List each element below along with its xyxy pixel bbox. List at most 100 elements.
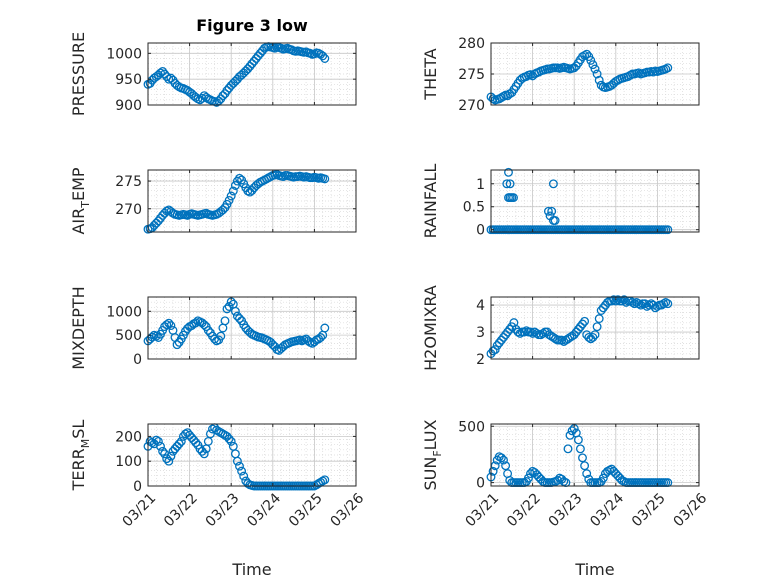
axes-background xyxy=(491,170,699,232)
data-point xyxy=(318,51,328,61)
y-tick-label: 270 xyxy=(458,98,485,114)
y-tick-label: 0.5 xyxy=(463,200,485,216)
data-point xyxy=(226,191,236,201)
data-point xyxy=(663,225,673,235)
data-point xyxy=(228,186,238,196)
data-point xyxy=(663,299,673,309)
y-axis-label: AIRTEMP xyxy=(69,167,92,234)
data-point xyxy=(224,195,234,205)
y-tick-label: 950 xyxy=(115,72,142,88)
data-point xyxy=(548,179,558,189)
y-axis-label-rest: LUX xyxy=(421,419,440,450)
data-point xyxy=(224,434,234,444)
data-point xyxy=(235,173,244,183)
data-point xyxy=(521,72,531,81)
x-tick-label: 03/25 xyxy=(286,490,326,530)
data-point xyxy=(588,60,598,70)
x-tick-label: 03/22 xyxy=(504,490,544,530)
y-tick-label: 500 xyxy=(458,419,485,435)
x-axis-label-left: Time xyxy=(231,560,271,579)
y-axis-label: RAINFALL xyxy=(421,164,440,239)
y-tick-label: 1 xyxy=(476,177,485,193)
axes-box xyxy=(147,42,357,106)
y-axis-label: TERRMSL xyxy=(69,420,92,492)
data-point xyxy=(320,174,330,184)
y-axis-label: SUNFLUX xyxy=(421,419,444,490)
data-point xyxy=(166,321,176,331)
data-point xyxy=(598,473,608,483)
data-point xyxy=(191,318,201,328)
data-point xyxy=(661,297,671,307)
data-point xyxy=(197,93,207,103)
data-point xyxy=(526,469,535,479)
data-point xyxy=(151,331,161,341)
data-point xyxy=(582,469,592,479)
data-point xyxy=(613,295,623,305)
data-point xyxy=(648,300,658,310)
data-point xyxy=(222,304,232,314)
series-markers xyxy=(486,49,673,105)
data-point xyxy=(627,297,637,307)
data-point xyxy=(505,475,515,485)
data-point xyxy=(532,328,542,338)
y-tick-label: 100 xyxy=(115,454,142,470)
y-tick-label: 0 xyxy=(476,223,485,239)
y-axis-label-subscript: M xyxy=(79,439,92,449)
data-point xyxy=(550,216,560,225)
series-markers xyxy=(143,169,330,234)
axes-box xyxy=(147,423,357,487)
y-axis-label-subscript: T xyxy=(79,201,92,209)
x-tick-label: 03/25 xyxy=(629,490,669,530)
data-point xyxy=(164,318,174,328)
panel-h2omixra: 2 3 4 H2OMIXRA xyxy=(421,285,700,371)
data-point xyxy=(619,295,629,305)
axes-box xyxy=(147,169,357,233)
y-axis-label: MIXDEPTH xyxy=(69,286,88,369)
axes-background xyxy=(148,170,356,232)
data-point xyxy=(538,328,548,338)
data-point xyxy=(592,322,602,332)
x-tick-label: 03/26 xyxy=(670,490,710,530)
data-point xyxy=(528,328,538,338)
data-point xyxy=(621,297,631,307)
data-point xyxy=(492,341,502,350)
y-axis-label-subscript: F xyxy=(431,450,444,456)
data-point xyxy=(153,216,163,226)
series-markers xyxy=(486,167,673,235)
x-tick-label: 03/24 xyxy=(244,490,284,530)
data-point xyxy=(505,179,515,189)
axes-box xyxy=(490,169,700,233)
axes-box xyxy=(490,296,700,360)
data-point xyxy=(592,69,602,79)
data-point xyxy=(172,340,182,350)
panel-terr_msl: 0 100 200 03/21 03/22 03/23 03/24 03/25 03/26 TER… xyxy=(69,420,367,531)
data-point xyxy=(502,179,512,189)
y-axis-label-main: AIR xyxy=(69,208,88,235)
data-point xyxy=(505,324,515,334)
data-point xyxy=(543,206,553,216)
data-point xyxy=(590,64,600,74)
data-point xyxy=(582,49,592,59)
y-tick-label: 0 xyxy=(133,479,142,495)
panel-sun_flux: 0 500 03/21 03/22 03/23 03/24 03/25 03/26 SUNFLU… xyxy=(421,419,710,530)
data-point xyxy=(220,316,230,326)
data-point xyxy=(588,332,598,342)
y-tick-label: 0 xyxy=(133,352,142,368)
data-point xyxy=(235,461,244,471)
series-markers xyxy=(486,295,673,359)
data-point xyxy=(590,330,600,340)
data-point xyxy=(594,75,604,85)
data-point xyxy=(596,306,606,315)
data-point xyxy=(523,473,533,483)
data-point xyxy=(578,319,587,329)
data-point xyxy=(158,446,168,456)
y-tick-label: 275 xyxy=(458,67,485,83)
data-point xyxy=(578,453,587,463)
data-point xyxy=(156,441,165,451)
data-point xyxy=(580,316,590,326)
figure-title: Figure 3 low xyxy=(196,16,308,35)
y-axis-label-rest: SL xyxy=(69,420,88,439)
y-axis-label-rest: EMP xyxy=(69,167,88,201)
data-point xyxy=(162,320,172,330)
data-point xyxy=(164,456,174,466)
